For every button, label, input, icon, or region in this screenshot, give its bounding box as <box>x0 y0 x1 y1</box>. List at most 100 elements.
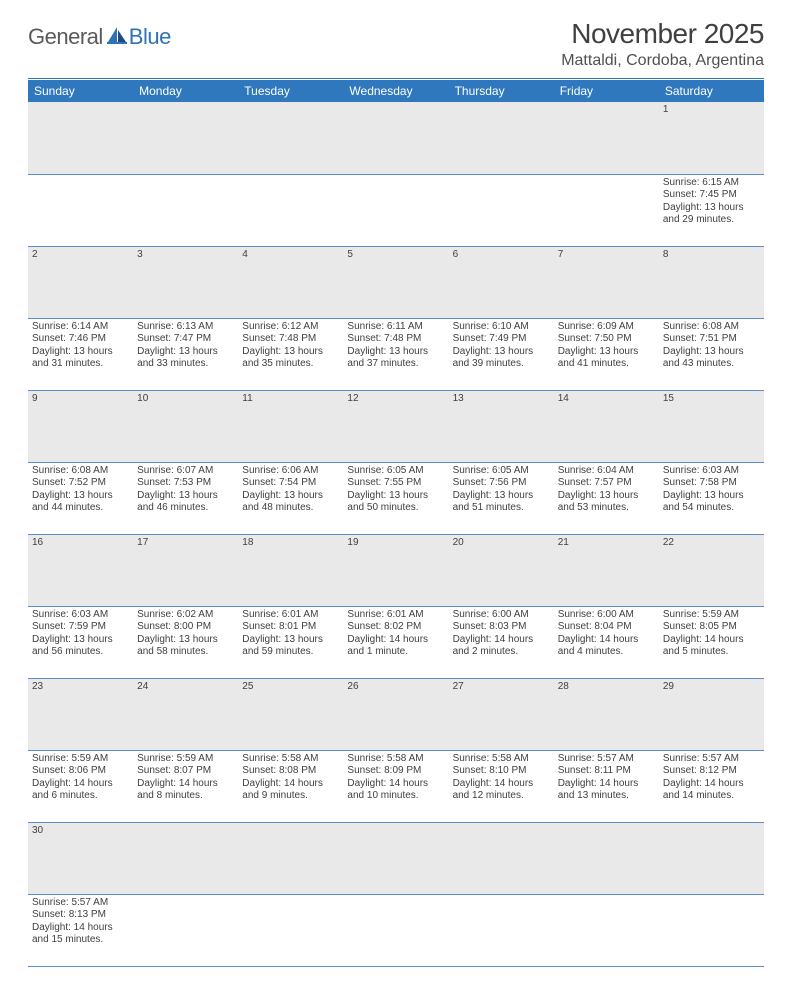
daylight-text-1: Daylight: 13 hours <box>32 346 129 359</box>
sunrise-text: Sunrise: 6:07 AM <box>137 465 234 478</box>
daylight-text-1: Daylight: 14 hours <box>663 634 760 647</box>
day-cell <box>449 174 554 246</box>
day-number: 20 <box>449 534 554 606</box>
sunrise-text: Sunrise: 6:00 AM <box>453 609 550 622</box>
daylight-text-1: Daylight: 13 hours <box>453 346 550 359</box>
day-number: 29 <box>659 678 764 750</box>
daylight-text-1: Daylight: 14 hours <box>453 778 550 791</box>
sunset-text: Sunset: 7:46 PM <box>32 333 129 346</box>
sunrise-text: Sunrise: 6:00 AM <box>558 609 655 622</box>
week-row: Sunrise: 6:14 AMSunset: 7:46 PMDaylight:… <box>28 318 764 390</box>
day-cell: Sunrise: 6:13 AMSunset: 7:47 PMDaylight:… <box>133 318 238 390</box>
week-row: Sunrise: 5:59 AM Sunset: 8:06 PM Daylight:… <box>28 750 764 822</box>
sunrise-text: Sunrise: 5:58 AM <box>453 753 550 766</box>
day-cell <box>449 894 554 966</box>
daylight-text-1: Daylight: 14 hours <box>558 778 655 791</box>
day-cell: Sunrise: 6:07 AMSunset: 7:53 PMDaylight:… <box>133 462 238 534</box>
day-number <box>133 102 238 174</box>
day-number: 4 <box>238 246 343 318</box>
header: General Blue November 2025 Mattaldi, Cor… <box>28 18 764 70</box>
sunset-text: Sunset: 7:48 PM <box>242 333 339 346</box>
day-number: 17 <box>133 534 238 606</box>
day-cell <box>343 894 448 966</box>
daynum-row: 1 <box>28 102 764 174</box>
day-number: 10 <box>133 390 238 462</box>
sunset-text: Sunset: 7:45 PM <box>663 189 760 202</box>
day-number: 25 <box>238 678 343 750</box>
day-cell <box>238 894 343 966</box>
daylight-text-2: and 14 minutes. <box>663 790 760 803</box>
week-row: Sunrise: 6:03 AMSunset: 7:59 PMDaylight:… <box>28 606 764 678</box>
day-number: 3 <box>133 246 238 318</box>
daylight-text-1: Daylight: 13 hours <box>663 346 760 359</box>
daylight-text-1: Daylight: 13 hours <box>558 490 655 503</box>
daylight-text-2: and 48 minutes. <box>242 502 339 515</box>
daylight-text-2: and 43 minutes. <box>663 358 760 371</box>
daylight-text-2: and 12 minutes. <box>453 790 550 803</box>
daylight-text-2: and 10 minutes. <box>347 790 444 803</box>
logo-sail-icon <box>107 25 129 50</box>
sunrise-text: Sunrise: 5:59 AM <box>137 753 234 766</box>
daylight-text-2: and 8 minutes. <box>137 790 234 803</box>
day-cell: Sunrise: 6:03 AMSunset: 7:58 PMDaylight:… <box>659 462 764 534</box>
day-cell: Sunrise: 6:00 AMSunset: 8:04 PMDaylight:… <box>554 606 659 678</box>
daylight-text-1: Daylight: 14 hours <box>32 922 129 935</box>
sunset-text: Sunset: 8:06 PM <box>32 765 129 778</box>
day-number: 15 <box>659 390 764 462</box>
sunrise-text: Sunrise: 5:58 AM <box>242 753 339 766</box>
sunrise-text: Sunrise: 6:15 AM <box>663 177 760 190</box>
day-cell: Sunrise: 5:58 AMSunset: 8:08 PMDaylight:… <box>238 750 343 822</box>
daylight-text-2: and 56 minutes. <box>32 646 129 659</box>
sunset-text: Sunset: 8:09 PM <box>347 765 444 778</box>
sunset-text: Sunset: 8:01 PM <box>242 621 339 634</box>
sunset-text: Sunset: 7:57 PM <box>558 477 655 490</box>
sunrise-text: Sunrise: 6:03 AM <box>32 609 129 622</box>
daylight-text-2: and 6 minutes. <box>32 790 129 803</box>
sunrise-text: Sunrise: 5:57 AM <box>558 753 655 766</box>
weekday-header-row: SundayMondayTuesdayWednesdayThursdayFrid… <box>28 80 764 102</box>
day-cell: Sunrise: 6:05 AMSunset: 7:55 PMDaylight:… <box>343 462 448 534</box>
daynum-row: 9101112131415 <box>28 390 764 462</box>
daylight-text-2: and 59 minutes. <box>242 646 339 659</box>
daylight-text-1: Daylight: 13 hours <box>137 490 234 503</box>
day-cell: Sunrise: 6:08 AMSunset: 7:52 PMDaylight:… <box>28 462 133 534</box>
daylight-text-1: Daylight: 13 hours <box>242 346 339 359</box>
sunrise-text: Sunrise: 6:05 AM <box>347 465 444 478</box>
daylight-text-1: Daylight: 13 hours <box>242 634 339 647</box>
day-cell <box>133 174 238 246</box>
day-cell: Sunrise: 6:04 AMSunset: 7:57 PMDaylight:… <box>554 462 659 534</box>
sunset-text: Sunset: 8:13 PM <box>32 909 129 922</box>
calendar-table: SundayMondayTuesdayWednesdayThursdayFrid… <box>28 80 764 967</box>
weekday-header: Sunday <box>28 80 133 102</box>
day-cell: Sunrise: 6:09 AMSunset: 7:50 PMDaylight:… <box>554 318 659 390</box>
day-number: 24 <box>133 678 238 750</box>
daylight-text-2: and 53 minutes. <box>558 502 655 515</box>
sunset-text: Sunset: 8:12 PM <box>663 765 760 778</box>
daylight-text-2: and 15 minutes. <box>32 934 129 947</box>
daylight-text-2: and 44 minutes. <box>32 502 129 515</box>
day-cell <box>659 894 764 966</box>
sunrise-text: Sunrise: 6:13 AM <box>137 321 234 334</box>
daylight-text-1: Daylight: 13 hours <box>663 202 760 215</box>
daylight-text-1: Daylight: 13 hours <box>453 490 550 503</box>
day-cell: Sunrise: 6:01 AMSunset: 8:01 PMDaylight:… <box>238 606 343 678</box>
day-cell: Sunrise: 6:00 AMSunset: 8:03 PMDaylight:… <box>449 606 554 678</box>
day-cell: Sunrise: 5:59 AMSunset: 8:05 PMDaylight:… <box>659 606 764 678</box>
day-number: 21 <box>554 534 659 606</box>
sunrise-text: Sunrise: 6:01 AM <box>347 609 444 622</box>
daynum-row: 23242526272829 <box>28 678 764 750</box>
sunset-text: Sunset: 7:48 PM <box>347 333 444 346</box>
day-cell <box>133 894 238 966</box>
daylight-text-2: and 37 minutes. <box>347 358 444 371</box>
day-number <box>343 822 448 894</box>
day-number: 12 <box>343 390 448 462</box>
day-number <box>554 822 659 894</box>
daylight-text-2: and 31 minutes. <box>32 358 129 371</box>
day-number: 2 <box>28 246 133 318</box>
daylight-text-2: and 5 minutes. <box>663 646 760 659</box>
day-cell: Sunrise: 5:58 AMSunset: 8:10 PMDaylight:… <box>449 750 554 822</box>
daylight-text-2: and 51 minutes. <box>453 502 550 515</box>
logo-text-general: General <box>28 24 103 50</box>
logo-text-blue: Blue <box>129 24 171 50</box>
day-number: 28 <box>554 678 659 750</box>
